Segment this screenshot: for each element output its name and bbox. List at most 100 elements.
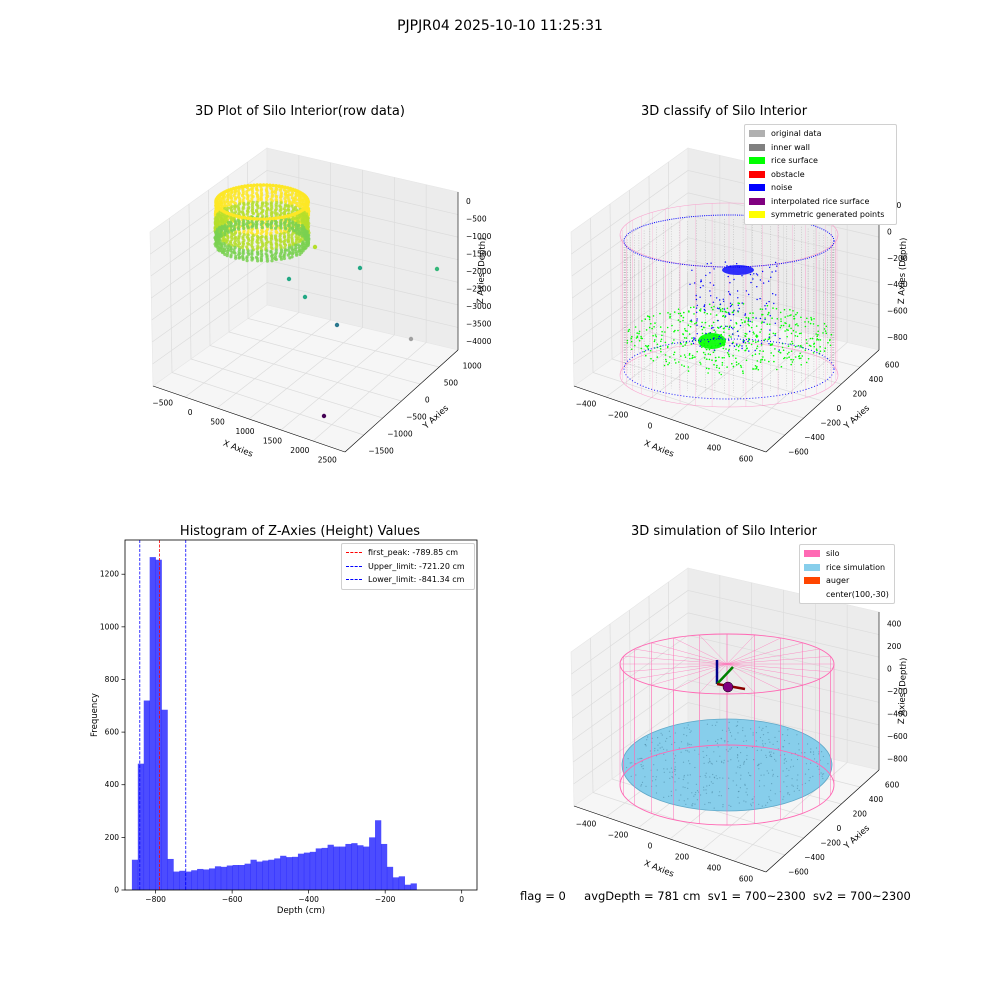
plot2-rice-point	[805, 361, 808, 364]
plot2-rice-point	[711, 324, 713, 327]
plot2-rice-point	[667, 345, 669, 348]
plot4-x-label: X Axies	[642, 859, 675, 880]
plot4-title: 3D simulation of Silo Interior	[631, 524, 817, 539]
legend-swatch	[749, 197, 765, 205]
legend-swatch	[749, 211, 765, 219]
plot1-z-tick: −1500	[466, 249, 492, 258]
plot2-rice-point	[787, 315, 789, 317]
legend-entry: original data	[749, 127, 892, 141]
plot2-noise-point	[694, 337, 696, 339]
plot1-point	[280, 184, 285, 189]
plot4-rice-mesh	[719, 791, 721, 793]
plot2-noise-point	[772, 293, 774, 295]
plot2-rice-point	[673, 351, 676, 354]
plot4-rice-mesh	[782, 746, 784, 748]
plot2-noise-point	[768, 336, 770, 338]
plot2-rice-point	[652, 315, 655, 317]
plot2-rice-point	[721, 364, 724, 366]
plot2-rice-point	[789, 308, 791, 311]
plot2-rice-point	[720, 325, 723, 328]
plot2-rice-point	[722, 314, 725, 317]
plot2-noise-point	[720, 337, 722, 339]
histogram-bar	[357, 845, 364, 890]
plot1-point	[290, 233, 294, 237]
plot1-point	[277, 184, 282, 188]
plot4-rice-mesh	[675, 789, 677, 791]
plot1-point	[240, 215, 244, 220]
plot1-z-tick: −3500	[466, 320, 492, 329]
plot4-rice-mesh	[695, 783, 698, 785]
plot4-rice-mesh	[688, 728, 691, 730]
legend-swatch	[749, 143, 765, 151]
plot2-x-axis-line	[573, 385, 767, 453]
plot4-rice-mesh	[718, 795, 720, 797]
plot2-rice-point	[746, 347, 748, 350]
plot4-rice-mesh	[680, 794, 682, 796]
plot1-point	[279, 219, 283, 223]
plot2-rice-point	[817, 333, 819, 336]
plot2-rice-point	[751, 321, 753, 323]
plot4-rice-mesh	[778, 730, 780, 732]
plot2-rice-point	[766, 323, 769, 326]
plot1-point	[237, 185, 241, 190]
plot1-point	[241, 252, 245, 256]
plot2-rice-point	[729, 325, 731, 327]
plot1-point	[247, 252, 251, 256]
plot1-grid	[152, 282, 268, 365]
plot4-rice-mesh	[827, 763, 829, 765]
plot2-noise-point	[744, 313, 747, 315]
plot4-rice-mesh	[750, 805, 753, 807]
plot4-rice-mesh	[661, 746, 663, 748]
plot1-point	[247, 242, 251, 246]
plot4-z-tick: 400	[887, 619, 902, 628]
legend-entry: rice simulation	[804, 561, 890, 575]
plot2-noise-point	[710, 295, 712, 297]
plot2-noise-point	[747, 340, 749, 343]
plot4-rice-mesh	[657, 749, 659, 751]
plot4-rice-mesh	[663, 781, 665, 783]
plot4-legend: silo rice simulation auger center(100,-30)	[799, 544, 895, 604]
plot1-point	[229, 255, 233, 259]
plot4-rice-mesh	[765, 756, 768, 759]
plot4-rice-mesh	[762, 727, 764, 730]
plot2-rice-point	[640, 335, 642, 338]
plot4-rice-mesh	[685, 749, 687, 752]
plot4-rice-mesh	[804, 752, 806, 754]
plot2-rice-point	[767, 313, 769, 316]
legend-label: silo	[826, 549, 840, 559]
plot2-rice-point	[645, 344, 647, 347]
plot2-rice-point	[720, 373, 722, 376]
plot2-rice-point	[786, 353, 789, 355]
plot2-rice-point	[709, 313, 712, 315]
plot4-rice-mesh	[728, 727, 730, 729]
plot2-noise-point	[776, 265, 778, 267]
plot2-rice-point	[654, 339, 656, 341]
plot4-rice-mesh	[700, 794, 702, 796]
plot2-rice-point	[674, 359, 676, 361]
plot1-point	[275, 224, 279, 228]
plot4-rice-mesh	[709, 776, 711, 778]
plot1-point	[283, 249, 287, 253]
plot2-rice-point	[772, 307, 774, 309]
plot4-rice-mesh	[745, 791, 747, 793]
plot1-z-tick: −1000	[466, 232, 492, 241]
plot1-x-tick: 0	[188, 408, 193, 417]
plot2-rice-point	[786, 357, 788, 359]
plot2-rice-point	[819, 350, 822, 353]
plot2-rice-point	[823, 350, 826, 352]
plot1-point	[226, 236, 230, 240]
plot4-grid	[668, 581, 670, 739]
plot4-rice-mesh	[763, 785, 765, 787]
plot1-point	[297, 193, 301, 197]
plot2-rice-point	[684, 328, 686, 330]
plot2-rice-point	[709, 353, 712, 356]
plot4-rice-mesh	[818, 751, 820, 753]
plot4-rice-mesh	[626, 766, 628, 769]
plot1-point	[290, 193, 294, 197]
plot4-rice-mesh	[783, 781, 785, 783]
plot2-noise-point	[710, 327, 713, 329]
plot4-silo-spoke	[726, 642, 803, 665]
plot4-rice-mesh	[663, 771, 665, 773]
plot4-rice-mesh	[810, 748, 812, 750]
plot1-point	[233, 207, 237, 211]
